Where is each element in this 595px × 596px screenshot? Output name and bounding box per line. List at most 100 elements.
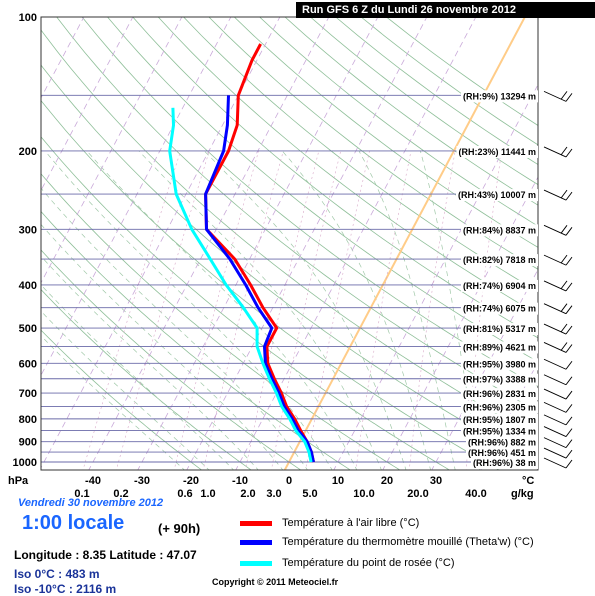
mixing-ratio-line bbox=[82, 150, 181, 470]
barb-flag bbox=[560, 225, 568, 234]
dry-adiabat bbox=[208, 17, 538, 270]
barb-staff bbox=[543, 146, 567, 158]
dry-adiabat bbox=[310, 17, 538, 186]
level-label: (RH:74%) 6075 m bbox=[463, 304, 536, 314]
level-label: (RH:9%) 13294 m bbox=[463, 91, 536, 101]
legend-swatch-cyan bbox=[240, 560, 272, 566]
barb-staff bbox=[543, 254, 567, 266]
isotherm bbox=[382, 176, 538, 470]
barb-flag bbox=[565, 256, 573, 266]
temperature-tick-label: -10 bbox=[232, 475, 248, 487]
level-label-bg bbox=[460, 358, 538, 371]
isotherm bbox=[41, 17, 281, 469]
temperature-tick-label: 30 bbox=[430, 475, 442, 487]
barb-flag bbox=[560, 342, 568, 351]
mixing-ratio-line bbox=[305, 150, 370, 470]
forecast-time: 1:00 locale bbox=[22, 512, 125, 534]
series-line-2 bbox=[168, 107, 313, 463]
legend-dewpoint: Température du point de rosée (°C) bbox=[240, 555, 455, 571]
wind-barb-icon bbox=[543, 280, 573, 292]
dry-adiabat bbox=[284, 17, 538, 206]
barb-staff bbox=[543, 90, 567, 102]
isotherm bbox=[0, 17, 35, 471]
level-label: (RH:95%) 1807 m bbox=[463, 415, 536, 425]
temperature-tick-label: -20 bbox=[183, 475, 199, 487]
level-label: (RH:95%) 3980 m bbox=[463, 359, 536, 369]
barb-flag bbox=[565, 428, 573, 437]
barb-staff bbox=[543, 426, 567, 438]
barb-staff bbox=[543, 437, 567, 449]
barb-staff bbox=[543, 303, 567, 315]
level-label: (RH:84%) 8837 m bbox=[463, 225, 536, 235]
level-label: (RH:96%) 38 m bbox=[473, 458, 536, 468]
wind-barb-icon bbox=[543, 254, 573, 266]
isotherm bbox=[41, 17, 183, 284]
barb-staff bbox=[543, 414, 567, 426]
barb-flag bbox=[565, 361, 573, 370]
barb-flag bbox=[560, 254, 568, 264]
barb-flag bbox=[560, 146, 568, 156]
barb-staff bbox=[543, 280, 567, 292]
barb-flag bbox=[565, 390, 573, 400]
wind-barb-icon bbox=[543, 457, 573, 469]
copyright: Copyright © 2011 Meteociel.fr bbox=[212, 577, 339, 587]
barb-flag bbox=[565, 449, 573, 459]
temperature-tick-label: 20 bbox=[381, 475, 393, 487]
temperature-tick-label: -40 bbox=[85, 475, 101, 487]
barb-staff bbox=[543, 189, 567, 201]
level-label: (RH:96%) 451 m bbox=[468, 448, 536, 458]
moist-adiabat bbox=[44, 150, 333, 470]
barb-flag bbox=[565, 376, 573, 386]
moist-adiabat bbox=[86, 150, 358, 470]
run-title: Run GFS 6 Z du Lundi 26 novembre 2012 bbox=[296, 2, 595, 18]
temperature-tick-label: -30 bbox=[134, 475, 150, 487]
legend-swatch-red bbox=[240, 520, 272, 526]
mixing-ratio-tick-label: 40.0 bbox=[465, 488, 486, 500]
dry-adiabat bbox=[41, 289, 252, 470]
wind-barb-icon bbox=[543, 358, 573, 370]
mixing-ratio-line bbox=[271, 150, 341, 470]
level-label-bg bbox=[460, 279, 538, 292]
level-label: (RH:43%) 10007 m bbox=[458, 190, 536, 200]
mixing-ratio-tick-label: 2.0 bbox=[240, 488, 255, 500]
wind-barb-icon bbox=[543, 323, 573, 335]
barb-flag bbox=[560, 303, 568, 312]
mixing-ratio-line bbox=[465, 150, 502, 470]
series-line-1 bbox=[204, 95, 315, 463]
barb-staff bbox=[543, 358, 567, 370]
dry-adiabat bbox=[41, 136, 451, 470]
pressure-tick-label: 200 bbox=[19, 146, 37, 158]
wind-barb-icon bbox=[543, 388, 573, 400]
forecast-offset: (+ 90h) bbox=[158, 521, 201, 536]
isotherm bbox=[88, 17, 330, 470]
barb-staff bbox=[543, 224, 567, 236]
wind-barb-icon bbox=[543, 401, 573, 413]
moist-adiabat bbox=[41, 187, 308, 470]
moist-adiabat bbox=[41, 255, 259, 470]
level-label-bg bbox=[465, 436, 538, 449]
barb-flag bbox=[560, 91, 568, 100]
iso-minus10-level: Iso -10°C : 2116 m bbox=[14, 582, 117, 596]
wind-barb-icon bbox=[543, 224, 573, 236]
mixing-ratio-line bbox=[355, 150, 412, 470]
barb-staff bbox=[543, 388, 567, 400]
mixing-ratio-tick-label: 10.0 bbox=[353, 488, 374, 500]
legend-wetbulb: Température du thermomètre mouillé (Thet… bbox=[240, 534, 534, 550]
barb-staff bbox=[543, 401, 567, 413]
barb-flag bbox=[565, 344, 573, 353]
dry-adiabat bbox=[157, 17, 538, 315]
level-label-bg bbox=[465, 447, 538, 460]
barb-flag bbox=[565, 404, 573, 413]
level-label-bg bbox=[460, 90, 538, 103]
isotherm bbox=[333, 83, 538, 470]
dry-adiabat bbox=[234, 17, 538, 248]
wind-barb-icon bbox=[543, 414, 573, 426]
barb-staff bbox=[543, 323, 567, 335]
legend-swatch-blue bbox=[240, 539, 272, 545]
level-label-bg bbox=[460, 388, 538, 401]
wind-barb-icon bbox=[543, 437, 573, 449]
iso-zero-level: Iso 0°C : 483 m bbox=[14, 567, 100, 581]
level-label: (RH:96%) 2305 m bbox=[463, 402, 536, 412]
dry-adiabat bbox=[41, 99, 500, 470]
mixing-ratio-tick-label: 0.1 bbox=[74, 488, 89, 500]
